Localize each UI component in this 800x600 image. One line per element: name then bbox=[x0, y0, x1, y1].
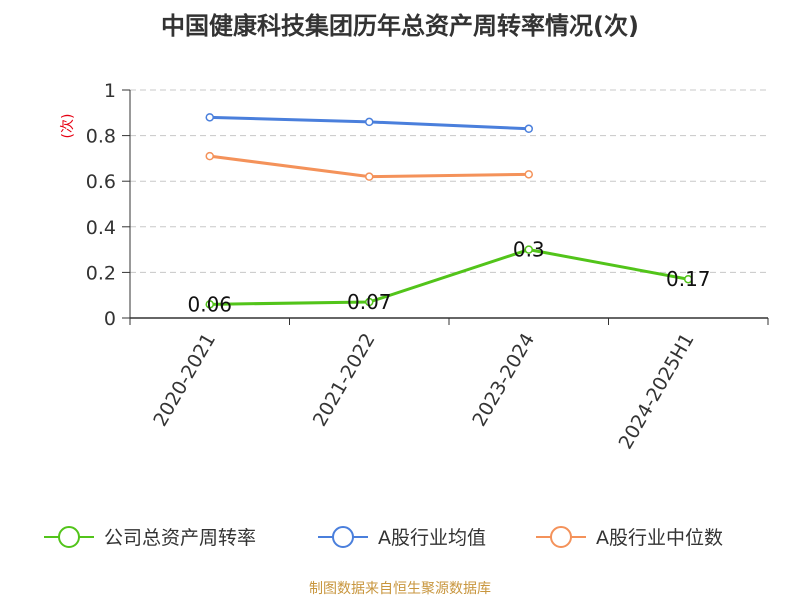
x-tick-label: 2023-2024 bbox=[468, 330, 539, 431]
legend-label: A股行业均值 bbox=[378, 527, 486, 549]
data-point bbox=[205, 300, 214, 309]
legend-label: 公司总资产周转率 bbox=[104, 527, 256, 549]
data-point bbox=[524, 245, 533, 254]
legend-marker bbox=[332, 526, 354, 548]
y-tick-label: 0.4 bbox=[86, 217, 116, 239]
data-label: 0.3 bbox=[513, 238, 545, 262]
data-point bbox=[365, 117, 374, 127]
data-point bbox=[205, 151, 214, 161]
x-tick-label: 2021-2022 bbox=[309, 330, 380, 431]
legend-label: A股行业中位数 bbox=[596, 527, 723, 549]
chart-title: 中国健康科技集团历年总资产周转率情况(次) bbox=[161, 12, 639, 40]
data-point bbox=[524, 124, 533, 134]
series-lines bbox=[205, 113, 693, 309]
data-label: 0.17 bbox=[666, 267, 711, 291]
source-footer: 制图数据来自恒生聚源数据库 bbox=[309, 581, 491, 597]
y-axis-unit: (次) bbox=[60, 114, 76, 139]
data-point bbox=[684, 274, 693, 284]
y-tick-label: 0.2 bbox=[86, 262, 116, 284]
series-line bbox=[209, 248, 689, 306]
legend-marker bbox=[550, 526, 572, 548]
legend-marker bbox=[58, 526, 80, 548]
x-tick-label: 2020-2021 bbox=[149, 330, 220, 431]
data-labels: 0.06 0.07 0.3 0.17 bbox=[187, 238, 710, 317]
data-label: 0.07 bbox=[347, 290, 392, 314]
data-point bbox=[365, 172, 374, 181]
legend-item: A股行业均值 bbox=[318, 526, 486, 549]
data-point bbox=[524, 170, 533, 179]
y-tick-label: 0 bbox=[104, 308, 116, 330]
x-tick-label: 2024-2025H1 bbox=[615, 330, 699, 454]
y-tick-label: 0.8 bbox=[86, 126, 116, 148]
y-tick-label: 1 bbox=[104, 80, 116, 102]
data-label: 0.06 bbox=[187, 292, 232, 316]
legend: 公司总资产周转率 A股行业均值 A股行业中位数 bbox=[44, 526, 723, 549]
data-point bbox=[205, 113, 214, 122]
legend-item: A股行业中位数 bbox=[536, 526, 723, 549]
y-tick-label: 0.6 bbox=[86, 171, 116, 193]
legend-item: 公司总资产周转率 bbox=[44, 526, 256, 549]
data-point bbox=[365, 297, 374, 307]
grid-lines bbox=[130, 89, 768, 273]
